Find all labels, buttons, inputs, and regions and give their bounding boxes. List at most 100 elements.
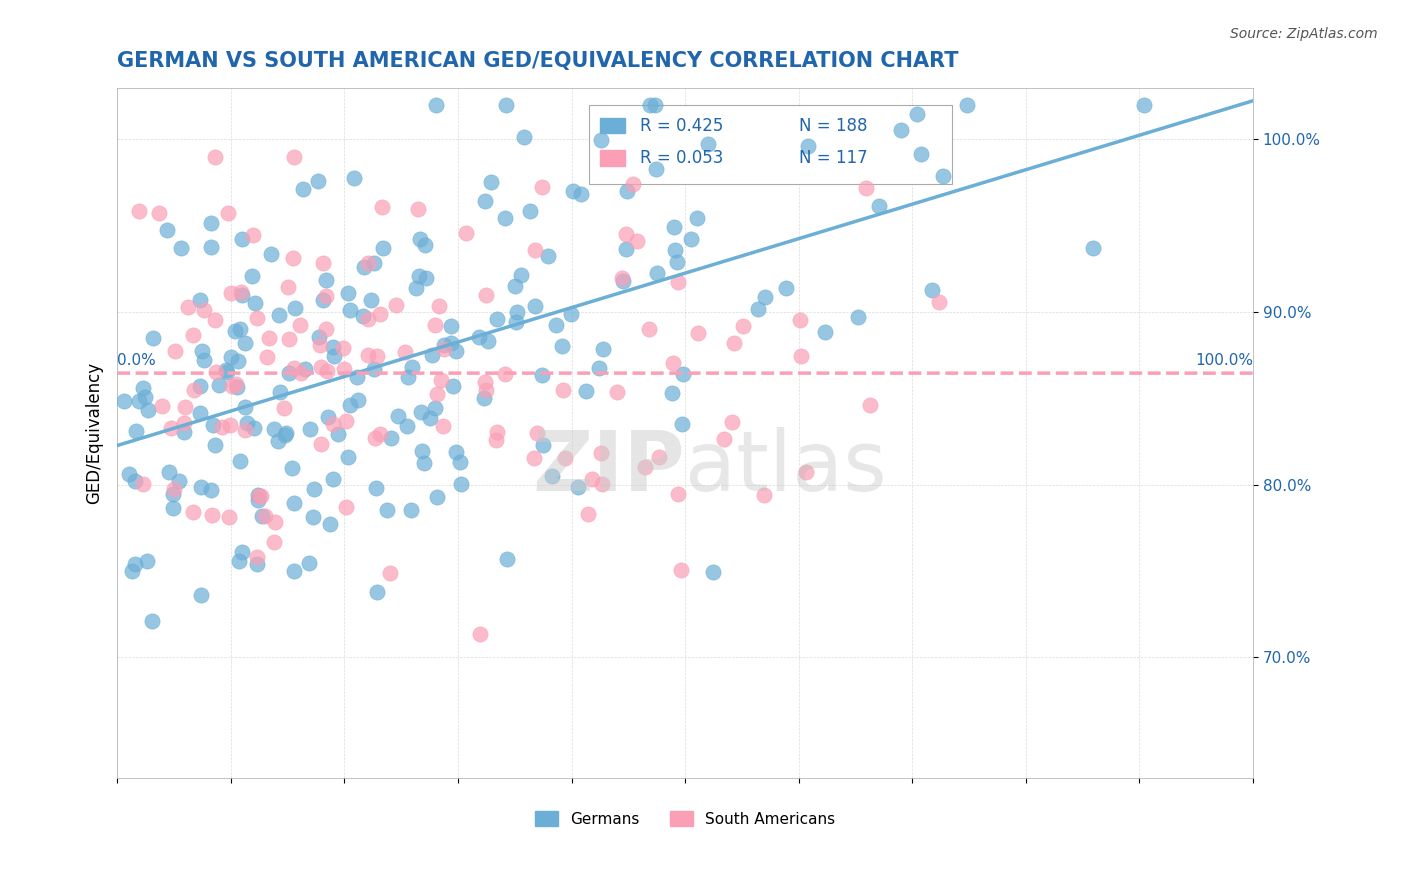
South Americans (621, 177, 644, 191)
South Americans (221, 379, 243, 393)
Germans (246, 557, 269, 571)
South Americans (254, 509, 277, 524)
South Americans (634, 460, 657, 475)
South Americans (332, 341, 354, 355)
Germans (322, 472, 344, 486)
Germans (932, 169, 955, 183)
South Americans (368, 307, 391, 321)
Germans (316, 410, 339, 425)
South Americans (855, 180, 877, 194)
Germans (322, 349, 344, 363)
South Americans (312, 256, 335, 270)
Germans (505, 315, 527, 329)
South Americans (242, 227, 264, 242)
Germans (229, 322, 252, 336)
Germans (530, 368, 553, 382)
Germans (560, 307, 582, 321)
South Americans (794, 465, 817, 479)
Germans (494, 211, 516, 226)
Germans (170, 241, 193, 255)
Germans (409, 232, 432, 246)
South Americans (315, 321, 337, 335)
Germans (315, 273, 337, 287)
South Americans (752, 487, 775, 501)
South Americans (173, 400, 195, 414)
Germans (117, 467, 139, 481)
South Americans (789, 313, 811, 327)
Germans (419, 411, 441, 425)
Text: R = 0.053: R = 0.053 (640, 149, 723, 167)
South Americans (177, 300, 200, 314)
South Americans (486, 425, 509, 440)
Y-axis label: GED/Equivalency: GED/Equivalency (86, 362, 103, 504)
South Americans (309, 360, 332, 375)
Germans (298, 556, 321, 570)
South Americans (610, 270, 633, 285)
Germans (702, 566, 724, 580)
FancyBboxPatch shape (589, 104, 952, 185)
Germans (226, 353, 249, 368)
Germans (267, 308, 290, 322)
South Americans (591, 477, 613, 491)
Germans (233, 401, 256, 415)
Germans (215, 363, 238, 377)
Germans (686, 211, 709, 225)
Germans (425, 490, 447, 504)
Germans (250, 509, 273, 524)
Germans (224, 324, 246, 338)
South Americans (790, 349, 813, 363)
South Americans (218, 510, 240, 524)
Germans (408, 269, 430, 284)
Germans (215, 364, 238, 378)
Germans (645, 266, 668, 280)
Germans (208, 378, 231, 392)
Text: N = 188: N = 188 (799, 117, 868, 135)
Germans (190, 343, 212, 358)
Germans (588, 360, 610, 375)
South Americans (263, 535, 285, 549)
Germans (664, 243, 686, 257)
Germans (433, 338, 456, 352)
Germans (322, 340, 344, 354)
South Americans (928, 294, 950, 309)
Germans (616, 243, 638, 257)
Germans (124, 557, 146, 571)
South Americans (432, 419, 454, 434)
South Americans (219, 286, 242, 301)
South Americans (256, 351, 278, 365)
South Americans (290, 318, 312, 332)
South Americans (160, 421, 183, 435)
Germans (644, 162, 666, 177)
Germans (260, 247, 283, 261)
Germans (363, 256, 385, 270)
Germans (1133, 97, 1156, 112)
Germans (337, 285, 360, 300)
Germans (294, 361, 316, 376)
South Americans (233, 423, 256, 437)
South Americans (494, 367, 516, 381)
South Americans (723, 336, 745, 351)
Legend: Germans, South Americans: Germans, South Americans (529, 805, 841, 833)
Germans (697, 137, 720, 152)
Germans (190, 480, 212, 494)
Germans (291, 182, 314, 196)
South Americans (468, 627, 491, 641)
South Americans (626, 234, 648, 248)
South Americans (733, 319, 755, 334)
Germans (672, 367, 695, 381)
Germans (343, 171, 366, 186)
South Americans (217, 205, 239, 219)
Germans (1081, 242, 1104, 256)
South Americans (201, 508, 224, 522)
Germans (533, 438, 555, 452)
South Americans (456, 226, 478, 240)
Text: N = 117: N = 117 (799, 149, 868, 167)
South Americans (614, 227, 637, 241)
South Americans (246, 550, 269, 565)
Germans (513, 129, 536, 144)
Germans (524, 299, 547, 313)
Germans (474, 194, 496, 208)
Germans (112, 393, 135, 408)
Germans (360, 293, 382, 307)
Germans (550, 338, 572, 352)
